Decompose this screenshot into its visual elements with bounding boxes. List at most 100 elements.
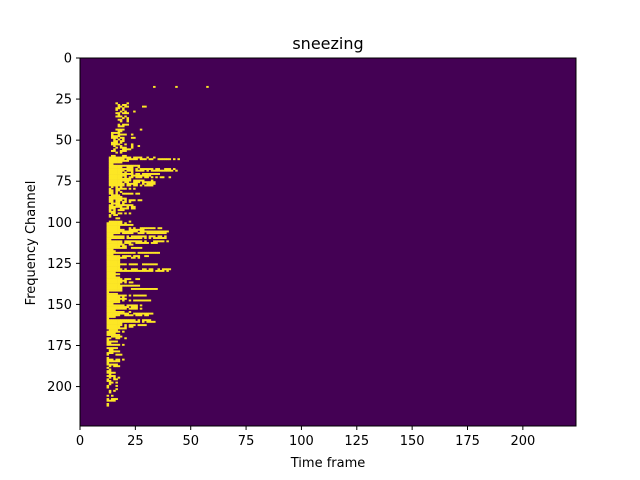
heatmap-cell [119, 230, 123, 233]
heatmap-cell [146, 320, 149, 323]
heatmap-cell [115, 381, 118, 384]
heatmap-cell [108, 261, 112, 264]
y-axis-label: Frequency Channel [24, 181, 39, 306]
heatmap-cell [126, 223, 130, 226]
heatmap-cell [108, 352, 112, 355]
heatmap-cell [108, 214, 112, 217]
heatmap-cell [148, 263, 152, 266]
heatmap-cell [106, 271, 110, 274]
heatmap-cell [139, 304, 143, 307]
heatmap-cell [157, 269, 161, 272]
heatmap-cell [142, 324, 145, 327]
heatmap-cell [126, 156, 130, 159]
heatmap-cell [113, 327, 116, 330]
heatmap-cell [135, 240, 138, 243]
heatmap-cell [130, 199, 134, 202]
heatmap-cell [124, 223, 127, 226]
heatmap-cell [148, 320, 152, 323]
heatmap-cell [113, 171, 116, 174]
heatmap-cell [115, 232, 118, 235]
heatmap-cell [106, 260, 110, 263]
heatmap-cell [133, 156, 136, 159]
heatmap-cell [144, 319, 147, 322]
heatmap-cell [111, 233, 114, 236]
heatmap-cell [137, 320, 141, 323]
heatmap-cell [124, 148, 127, 151]
heatmap-cell [122, 177, 125, 180]
x-tick-label: 50 [182, 434, 199, 449]
heatmap-cell [106, 380, 110, 382]
heatmap-cell [115, 227, 118, 230]
heatmap-cell [144, 240, 147, 243]
heatmap-point [153, 85, 156, 88]
heatmap-cell [139, 176, 143, 179]
heatmap-cell [115, 131, 118, 134]
heatmap-cell [117, 209, 121, 212]
heatmap-cell [115, 306, 118, 309]
heatmap-cell [130, 173, 134, 175]
heatmap-cell [139, 199, 143, 202]
heatmap-cell [146, 181, 149, 184]
heatmap-cell [157, 268, 161, 271]
heatmap-cell [117, 294, 121, 297]
heatmap-cell [122, 245, 125, 248]
heatmap-cell [119, 251, 123, 254]
heatmap-cell [124, 168, 127, 171]
heatmap-cell [111, 302, 114, 305]
heatmap-cell [130, 169, 134, 172]
heatmap-cell [119, 228, 123, 231]
heatmap-cell [106, 334, 110, 336]
heatmap-cell [133, 263, 136, 266]
heatmap-cell [113, 311, 116, 313]
heatmap-cell [130, 171, 134, 174]
heatmap-cell [113, 319, 116, 322]
heatmap-cell [106, 250, 110, 253]
heatmap-cell [117, 159, 121, 162]
heatmap-cell [111, 191, 114, 194]
heatmap-cell [124, 232, 127, 235]
heatmap-cell [144, 269, 147, 272]
heatmap-cell [117, 343, 121, 346]
heatmap-cell [106, 297, 110, 300]
heatmap-cell [111, 248, 114, 251]
heatmap-cell [122, 140, 125, 143]
heatmap-cell [106, 361, 110, 364]
heatmap-cell [108, 320, 112, 323]
heatmap-cell [113, 176, 116, 179]
heatmap-cell [115, 378, 118, 381]
heatmap-cell [111, 251, 114, 254]
heatmap-cell [122, 173, 125, 175]
heatmap-cell [119, 204, 123, 207]
heatmap-cell [122, 104, 125, 106]
heatmap-cell [122, 311, 125, 313]
heatmap-cell [111, 268, 114, 271]
heatmap-cell [119, 307, 123, 310]
heatmap-cell [119, 311, 123, 313]
heatmap-cell [117, 107, 121, 110]
heatmap-cell [111, 196, 114, 198]
heatmap-cell [126, 278, 130, 281]
heatmap-cell [115, 324, 118, 327]
heatmap-cell [130, 164, 134, 167]
heatmap-cell [117, 196, 121, 198]
heatmap-cell [126, 320, 130, 323]
heatmap-cell [115, 158, 118, 161]
heatmap-cell [113, 360, 116, 363]
heatmap-cell [111, 159, 114, 162]
heatmap-cell [122, 232, 125, 235]
heatmap-cell [122, 202, 125, 205]
heatmap-cell [155, 269, 158, 272]
heatmap-cell [113, 161, 116, 164]
heatmap-cell [142, 228, 145, 231]
heatmap-cell [115, 108, 118, 111]
heatmap-cell [108, 337, 112, 340]
heatmap-cell [119, 319, 123, 322]
heatmap-cell [113, 304, 116, 307]
heatmap-cell [108, 307, 112, 310]
heatmap-cell [113, 330, 116, 333]
heatmap-cell [113, 389, 116, 392]
heatmap-cell [108, 246, 112, 249]
heatmap-cell [113, 329, 116, 332]
heatmap-cell [111, 255, 114, 258]
heatmap-cell [111, 253, 114, 256]
